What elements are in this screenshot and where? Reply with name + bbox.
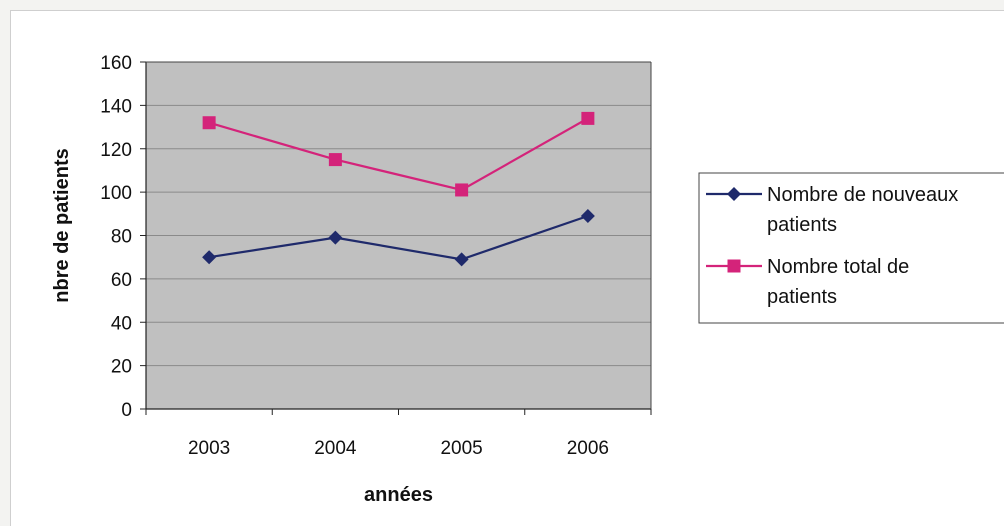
data-point — [454, 252, 469, 267]
series-line — [208, 117, 589, 192]
chart-frame: 0 20 40 60 80 100 120 140 160 2003 2004 2005 2006 a… — [10, 10, 1004, 526]
data-point — [580, 208, 595, 223]
series-layer — [202, 111, 595, 267]
y-tick-label: 20 — [111, 357, 132, 378]
legend-marker — [727, 259, 741, 273]
legend-label: patients — [767, 286, 837, 308]
legend-label: Nombre de nouveaux — [767, 184, 958, 206]
data-point — [202, 116, 216, 130]
x-tick-label: 2005 — [440, 438, 482, 459]
series-2 — [202, 111, 595, 197]
data-point — [328, 230, 343, 245]
x-tick-label: 2006 — [567, 438, 609, 459]
y-tick-label: 100 — [100, 183, 132, 204]
series-line — [208, 214, 589, 261]
x-tick-label: 2004 — [314, 438, 357, 459]
legend-marker — [727, 187, 741, 201]
y-tick-label: 80 — [111, 227, 132, 248]
data-point — [328, 153, 342, 167]
axes — [140, 61, 652, 415]
y-tick-label: 160 — [100, 53, 132, 74]
y-tick-label: 60 — [111, 270, 132, 291]
x-tick-labels: 2003 2004 2005 2006 — [188, 438, 609, 459]
legend-item-2: Nombre total de patients — [706, 256, 909, 308]
y-tick-label: 140 — [100, 96, 132, 117]
data-point — [581, 111, 595, 125]
series-1 — [202, 208, 595, 267]
legend-box — [698, 172, 1004, 324]
data-point — [202, 250, 217, 265]
x-axis-title: années — [364, 484, 433, 506]
legend-label: patients — [767, 214, 837, 236]
y-tick-labels: 0 20 40 60 80 100 120 140 160 — [100, 53, 132, 421]
y-tick-label: 40 — [111, 313, 132, 334]
legend-item-1: Nombre de nouveaux patients — [706, 184, 958, 236]
data-point — [455, 183, 469, 197]
y-axis-title: nbre de patients — [51, 148, 73, 302]
x-tick-label: 2003 — [188, 438, 230, 459]
legend-label: Nombre total de — [767, 256, 909, 278]
line-chart: 0 20 40 60 80 100 120 140 160 2003 2004 2005 2006 a… — [51, 53, 1004, 506]
y-tick-label: 120 — [100, 140, 132, 161]
y-tick-label: 0 — [121, 400, 132, 421]
